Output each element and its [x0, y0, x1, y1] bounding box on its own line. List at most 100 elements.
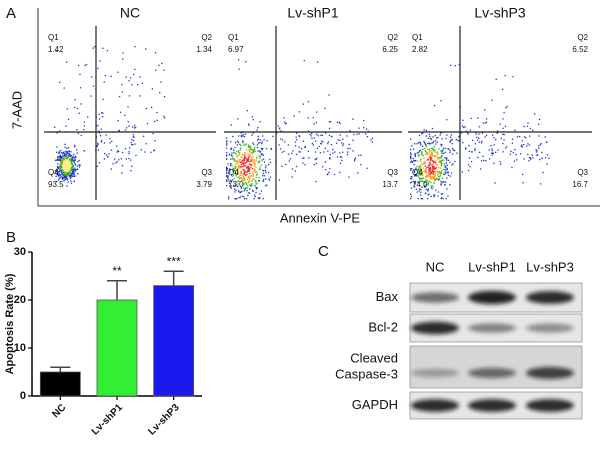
- plot-title: Lv-shP1: [287, 5, 339, 21]
- dot: [68, 163, 70, 165]
- dot: [445, 158, 447, 160]
- dot: [56, 132, 58, 134]
- dot: [299, 151, 301, 153]
- dot: [431, 176, 434, 178]
- dot: [435, 162, 437, 164]
- dot: [313, 137, 315, 139]
- dot: [243, 190, 246, 192]
- dot: [427, 137, 430, 140]
- dot: [125, 127, 128, 129]
- dot: [64, 163, 67, 165]
- dot: [150, 106, 153, 109]
- dot: [68, 174, 70, 176]
- dot: [435, 155, 437, 158]
- dot: [71, 175, 74, 178]
- dot: [546, 154, 549, 156]
- dot: [58, 130, 61, 132]
- dots: [54, 46, 166, 187]
- dot: [521, 144, 523, 146]
- dot: [242, 187, 245, 189]
- dot: [238, 175, 240, 178]
- dot: [432, 186, 434, 188]
- dot: [240, 159, 242, 161]
- dot: [419, 173, 421, 176]
- dot: [237, 141, 240, 144]
- dot: [253, 168, 255, 170]
- dot: [66, 160, 68, 162]
- dot: [434, 149, 436, 152]
- dot: [425, 144, 428, 147]
- dot: [251, 151, 253, 154]
- dot: [102, 98, 104, 101]
- dot: [432, 136, 434, 138]
- blot-band: [468, 290, 516, 305]
- dot: [445, 159, 448, 161]
- dot: [423, 142, 426, 144]
- dot: [57, 155, 59, 158]
- dot: [418, 167, 420, 169]
- dot: [317, 134, 319, 137]
- significance-label: **: [112, 264, 122, 278]
- dot: [456, 152, 458, 154]
- dot: [428, 164, 430, 166]
- dot: [427, 175, 429, 177]
- dot: [259, 139, 262, 141]
- dot: [425, 188, 427, 190]
- dot: [527, 122, 529, 124]
- dot: [239, 153, 241, 155]
- dot: [109, 138, 111, 140]
- dot: [117, 150, 120, 153]
- dot: [450, 134, 453, 136]
- dot: [430, 150, 432, 152]
- dot: [228, 179, 230, 181]
- dot: [256, 146, 259, 149]
- dot: [68, 153, 70, 155]
- dot: [231, 170, 234, 172]
- dot: [244, 157, 246, 160]
- dot: [144, 151, 146, 153]
- dot: [102, 47, 104, 49]
- dot: [436, 137, 438, 139]
- dot: [61, 162, 63, 164]
- dot: [469, 166, 471, 168]
- dot: [288, 160, 291, 162]
- dot: [68, 165, 71, 168]
- dot: [242, 162, 244, 165]
- dot: [63, 170, 66, 172]
- dot: [56, 170, 58, 172]
- dot: [254, 169, 256, 171]
- dot: [336, 121, 339, 124]
- dot: [58, 170, 60, 173]
- dot: [240, 132, 242, 134]
- dot: [65, 175, 67, 178]
- dot: [253, 143, 255, 145]
- dot: [422, 174, 424, 177]
- dot: [282, 139, 284, 141]
- dot: [62, 152, 64, 155]
- dot: [234, 198, 236, 200]
- dot: [511, 166, 513, 169]
- dot: [248, 146, 250, 149]
- dot: [420, 158, 422, 161]
- dot: [363, 127, 365, 129]
- dot: [240, 179, 243, 181]
- dot: [434, 151, 437, 153]
- dot: [504, 125, 507, 128]
- dot: [321, 134, 323, 136]
- dot: [251, 189, 254, 192]
- dot: [539, 158, 541, 161]
- dot: [544, 136, 546, 138]
- dot: [253, 175, 255, 177]
- dot: [438, 166, 440, 169]
- y-tick-label: 20: [14, 294, 26, 306]
- dot: [280, 138, 282, 140]
- dot: [425, 184, 428, 186]
- dot: [132, 136, 134, 138]
- dot: [530, 158, 532, 160]
- dot: [59, 158, 61, 160]
- dot: [255, 166, 257, 168]
- dot: [239, 167, 241, 169]
- dot: [329, 167, 331, 170]
- dot: [541, 157, 543, 160]
- quadrant-value: 1.42: [48, 45, 64, 54]
